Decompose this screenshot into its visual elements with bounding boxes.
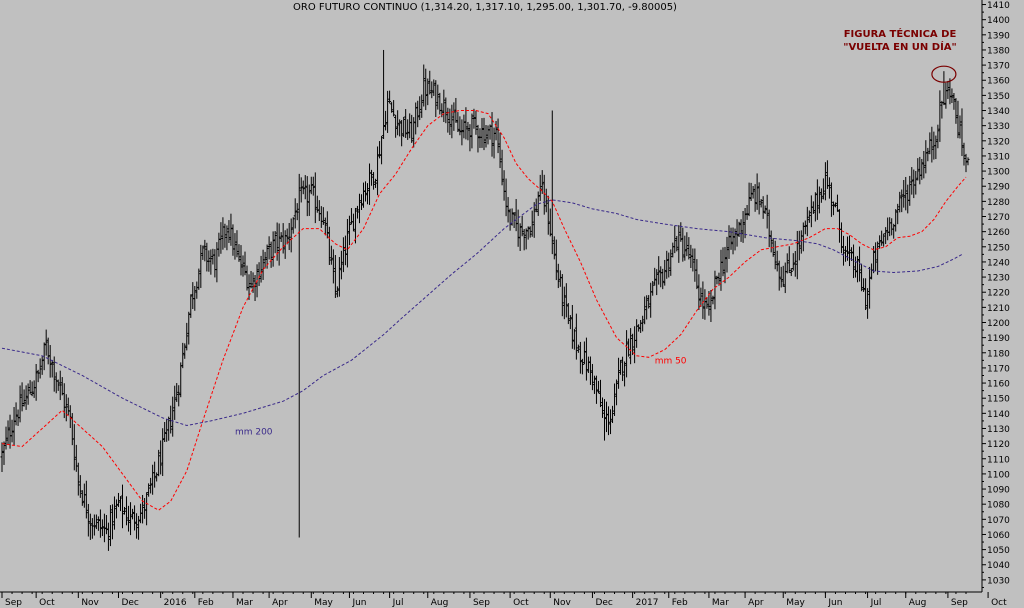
- series-label-mm200: mm 200: [235, 428, 273, 438]
- y-tick-label: 1360: [987, 77, 1010, 87]
- y-tick-label: 1060: [987, 531, 1010, 541]
- y-tick-label: 1160: [987, 380, 1010, 390]
- y-tick-label: 1120: [987, 440, 1010, 450]
- y-tick-label: 1050: [987, 546, 1010, 556]
- x-tick-label: Jul: [392, 598, 404, 608]
- y-tick-label: 1400: [987, 16, 1010, 26]
- x-tick-label: Sep: [951, 598, 968, 608]
- y-tick-label: 1390: [987, 31, 1010, 41]
- x-tick-label: Jun: [827, 598, 842, 608]
- chart-title: ORO FUTURO CONTINUO (1,314.20, 1,317.10,…: [293, 2, 677, 13]
- y-tick-label: 1270: [987, 213, 1010, 223]
- x-tick-label: Mar: [236, 598, 253, 608]
- x-tick-label: Nov: [81, 598, 99, 608]
- y-tick-label: 1370: [987, 62, 1010, 72]
- x-tick-label: Aug: [431, 598, 449, 608]
- chart-annotation: FIGURA TÉCNICA DE "VUELTA EN UN DÍA": [835, 28, 965, 54]
- y-tick-label: 1300: [987, 168, 1010, 178]
- annotation-ellipse: [931, 65, 957, 83]
- y-tick-label: 1220: [987, 289, 1010, 299]
- y-tick-label: 1180: [987, 349, 1010, 359]
- y-tick-label: 1040: [987, 561, 1010, 571]
- x-tick-label: Jun: [351, 598, 366, 608]
- x-tick-label: Feb: [198, 598, 214, 608]
- x-tick-label: Apr: [748, 598, 764, 608]
- x-tick-label: Jul: [870, 598, 882, 608]
- y-tick-label: 1210: [987, 304, 1010, 314]
- x-tick-label: 2017: [636, 598, 659, 608]
- y-tick-label: 1100: [987, 470, 1010, 480]
- y-tick-label: 1250: [987, 243, 1010, 253]
- y-tick-label: 1290: [987, 183, 1010, 193]
- y-tick-label: 1140: [987, 410, 1010, 420]
- y-tick-label: 1260: [987, 228, 1010, 238]
- y-tick-label: 1350: [987, 92, 1010, 102]
- y-tick-label: 1340: [987, 107, 1010, 117]
- y-tick-label: 1150: [987, 395, 1010, 405]
- annotation-line-2: "VUELTA EN UN DÍA": [843, 42, 957, 53]
- y-tick-label: 1240: [987, 258, 1010, 268]
- y-tick-label: 1320: [987, 137, 1010, 147]
- series-label-mm50: mm 50: [655, 356, 687, 366]
- y-tick-label: 1090: [987, 486, 1010, 496]
- x-tick-label: Dec: [595, 598, 612, 608]
- y-tick-label: 1190: [987, 334, 1010, 344]
- y-tick-label: 1170: [987, 364, 1010, 374]
- series-mm200-line: [1, 199, 963, 427]
- annotation-line-1: FIGURA TÉCNICA DE: [843, 29, 957, 40]
- y-tick-label: 1080: [987, 501, 1010, 511]
- y-tick-label: 1110: [987, 455, 1010, 465]
- y-tick-label: 1330: [987, 122, 1010, 132]
- y-tick-label: 1310: [987, 152, 1010, 162]
- x-tick-label: Dec: [121, 598, 138, 608]
- x-tick-label: Nov: [553, 598, 571, 608]
- y-tick-label: 1200: [987, 319, 1010, 329]
- x-tick-label: Mar: [712, 598, 729, 608]
- x-tick-label: Sep: [473, 598, 490, 608]
- y-tick-label: 1410: [987, 1, 1010, 11]
- x-tick-label: Oct: [991, 598, 1007, 608]
- x-tick-label: May: [786, 598, 805, 608]
- y-tick-label: 1230: [987, 274, 1010, 284]
- y-tick-label: 1130: [987, 425, 1010, 435]
- x-tick-label: Apr: [272, 598, 288, 608]
- x-tick-label: Sep: [5, 598, 22, 608]
- y-tick-label: 1030: [987, 576, 1010, 586]
- x-tick-label: Aug: [909, 598, 927, 608]
- x-tick-label: Oct: [513, 598, 529, 608]
- y-tick-label: 1380: [987, 46, 1010, 56]
- x-tick-label: 2016: [164, 598, 187, 608]
- x-tick-label: May: [314, 598, 333, 608]
- y-tick-label: 1280: [987, 198, 1010, 208]
- x-tick-label: Oct: [39, 598, 55, 608]
- series-mm50-line: [1, 110, 967, 511]
- x-tick-label: Feb: [672, 598, 688, 608]
- y-tick-label: 1070: [987, 516, 1010, 526]
